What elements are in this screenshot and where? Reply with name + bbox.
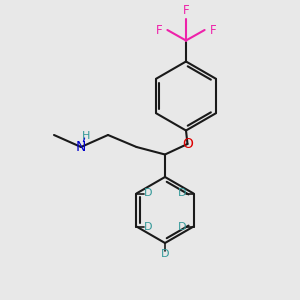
Text: H: H <box>82 130 91 141</box>
Text: D: D <box>178 221 186 232</box>
Text: F: F <box>210 23 216 37</box>
Text: D: D <box>178 188 186 199</box>
Text: N: N <box>76 140 86 154</box>
Text: O: O <box>182 137 193 151</box>
Text: D: D <box>161 249 169 260</box>
Text: D: D <box>144 188 152 199</box>
Text: F: F <box>183 4 189 17</box>
Text: F: F <box>156 23 162 37</box>
Text: D: D <box>144 221 152 232</box>
